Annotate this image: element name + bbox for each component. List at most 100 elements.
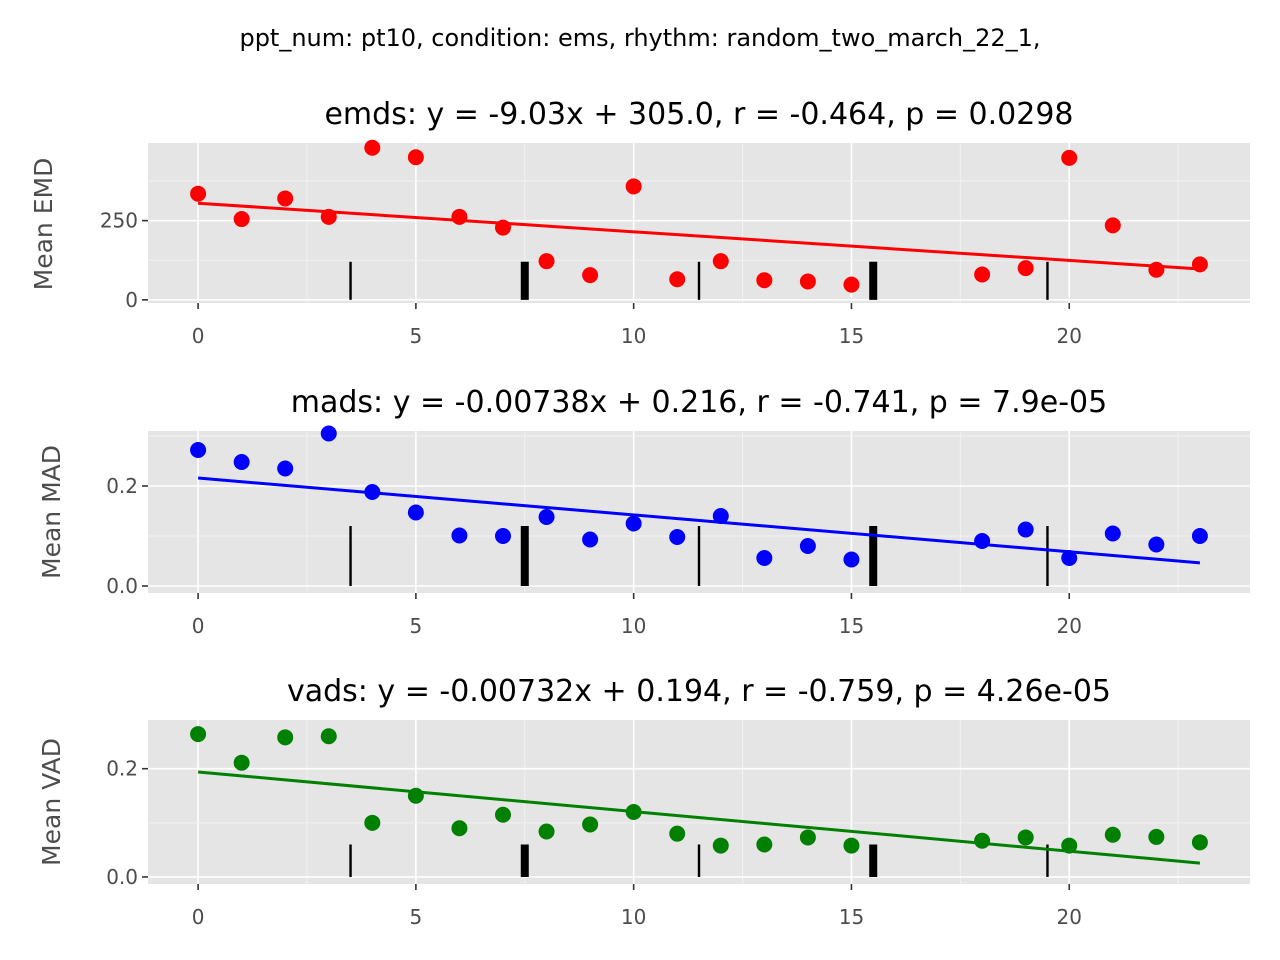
plot-marks <box>190 425 1208 586</box>
data-point <box>190 185 207 202</box>
data-point <box>1061 149 1078 166</box>
y-tick-label: 0.0 <box>106 574 138 598</box>
data-point <box>625 515 642 532</box>
x-tick-label: 0 <box>192 614 205 638</box>
data-point <box>451 208 468 225</box>
x-tick-label: 15 <box>839 324 864 348</box>
data-point <box>1104 525 1121 542</box>
data-point <box>233 454 250 470</box>
y-tick-label: 0.2 <box>106 474 138 498</box>
y-tick-label: 0.2 <box>106 757 138 781</box>
data-point <box>277 729 294 746</box>
data-point <box>494 219 511 236</box>
data-point <box>1061 837 1078 854</box>
data-point <box>669 271 686 288</box>
x-tick-label: 0 <box>192 905 205 929</box>
subplot-mads: 0 5 10 15 20 0.0 0.2 mads: y = -0.00738x + 0.2… <box>37 385 1250 638</box>
data-point <box>494 528 511 544</box>
data-point <box>1061 550 1078 566</box>
plot-title: mads: y = -0.00738x + 0.216, r = -0.741,… <box>291 385 1107 420</box>
fit-line <box>197 770 1201 865</box>
data-point <box>669 825 686 842</box>
data-point <box>669 529 686 545</box>
fit-line <box>197 201 1201 271</box>
y-tick-label: 0.0 <box>106 865 138 889</box>
data-point <box>712 837 729 854</box>
data-point <box>625 178 642 195</box>
data-point <box>843 551 860 568</box>
plot-marks <box>190 726 1208 877</box>
data-point <box>364 139 381 156</box>
axis-ticks: 0 5 10 15 20 0.0 0.2 <box>106 757 1082 929</box>
data-point <box>364 814 381 831</box>
data-point <box>407 149 424 166</box>
x-tick-label: 10 <box>621 324 646 348</box>
x-tick-label: 0 <box>192 324 205 348</box>
data-point <box>974 266 991 283</box>
x-tick-label: 15 <box>839 614 864 638</box>
subplot-vads: 0 5 10 15 20 0.0 0.2 vads: y = -0.00732x + 0.1… <box>37 674 1250 929</box>
data-point <box>1148 261 1165 278</box>
data-point <box>974 832 991 849</box>
axis-ticks: 0 5 10 15 20 0 250 <box>100 209 1082 348</box>
data-point <box>756 836 773 853</box>
data-point <box>799 273 816 290</box>
subplot-emds: 0 5 10 15 20 0 250 emds: y = -9.03x + 305.0, r… <box>29 97 1250 348</box>
data-point <box>1017 260 1034 277</box>
data-point <box>1104 217 1121 234</box>
plot-marks <box>190 139 1208 300</box>
data-point <box>582 531 599 548</box>
y-axis-label: Mean MAD <box>37 445 66 579</box>
x-tick-label: 10 <box>621 905 646 929</box>
data-point <box>1017 521 1034 538</box>
data-point <box>451 820 468 837</box>
data-point <box>190 442 207 458</box>
data-point <box>233 211 250 228</box>
data-point <box>494 806 511 823</box>
data-point <box>320 425 337 442</box>
data-point <box>538 509 555 525</box>
x-tick-label: 5 <box>410 324 423 348</box>
y-axis-label: Mean VAD <box>37 738 66 866</box>
x-tick-label: 10 <box>621 614 646 638</box>
data-point <box>277 190 294 207</box>
data-point <box>451 527 468 544</box>
data-point <box>1191 256 1208 273</box>
x-tick-label: 15 <box>839 905 864 929</box>
data-point <box>320 728 337 745</box>
data-point <box>320 208 337 225</box>
data-point <box>843 837 860 854</box>
data-point <box>407 787 424 804</box>
x-tick-label: 5 <box>410 614 423 638</box>
plot-title: emds: y = -9.03x + 305.0, r = -0.464, p … <box>324 97 1073 132</box>
plot-title: vads: y = -0.00732x + 0.194, r = -0.759,… <box>287 674 1111 709</box>
data-point <box>712 253 729 270</box>
y-axis-label: Mean EMD <box>29 158 58 291</box>
data-point <box>364 484 381 500</box>
data-point <box>190 726 207 743</box>
data-point <box>1191 528 1208 544</box>
x-tick-label: 20 <box>1057 905 1082 929</box>
y-tick-label: 250 <box>100 209 138 233</box>
data-point <box>538 823 555 840</box>
data-point <box>233 754 250 771</box>
data-point <box>712 508 729 524</box>
data-point <box>407 504 424 521</box>
data-point <box>625 804 642 821</box>
data-point <box>756 272 773 289</box>
data-point <box>1148 828 1165 845</box>
y-tick-label: 0 <box>125 288 138 312</box>
data-point <box>799 538 816 554</box>
x-tick-label: 5 <box>410 905 423 929</box>
data-point <box>538 253 555 270</box>
data-point <box>799 829 816 846</box>
data-point <box>756 550 773 566</box>
data-point <box>1191 834 1208 851</box>
x-tick-label: 20 <box>1057 614 1082 638</box>
data-point <box>1017 829 1034 846</box>
data-point <box>974 533 991 549</box>
data-point <box>1148 536 1165 553</box>
data-point <box>1104 826 1121 843</box>
data-point <box>843 276 860 293</box>
axis-ticks: 0 5 10 15 20 0.0 0.2 <box>106 474 1082 638</box>
